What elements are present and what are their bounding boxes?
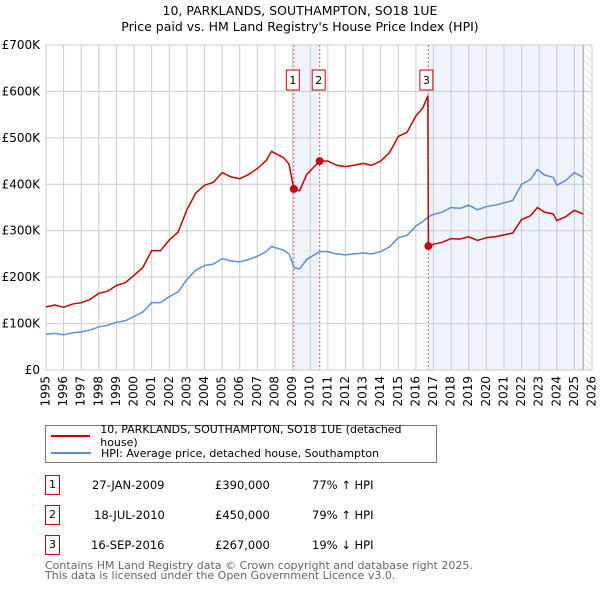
x-tick-label: 2016 [408, 376, 422, 407]
footer-licence: This data is licensed under the Open Gov… [45, 569, 396, 582]
x-tick-label: 2013 [356, 376, 370, 407]
legend-label-hpi: HPI: Average price, detached house, Sout… [101, 446, 380, 460]
x-tick-label: 2009 [285, 376, 299, 407]
x-tick-label: 2025 [567, 376, 581, 407]
x-tick-label: 2015 [391, 376, 405, 407]
sale-price: £267,000 [215, 538, 270, 552]
x-tick-label: 2004 [197, 376, 211, 407]
x-tick-label: 1999 [109, 376, 123, 407]
legend: 10, PARKLANDS, SOUTHAMPTON, SO18 1UE (de… [45, 423, 437, 463]
sale-point [315, 157, 324, 166]
legend-swatch-price [51, 435, 91, 437]
sale-point [424, 242, 433, 251]
x-tick-label: 2026 [585, 376, 599, 407]
sale-point [289, 184, 298, 193]
x-tick-label: 2002 [162, 376, 176, 407]
x-tick-label: 2019 [461, 376, 475, 407]
x-tick-label: 2008 [267, 376, 281, 407]
x-tick-label: 1998 [91, 376, 105, 407]
sale-price: £390,000 [215, 478, 270, 492]
forecast-hatch [583, 45, 592, 370]
x-tick-label: 1995 [39, 376, 53, 407]
legend-swatch-hpi [51, 452, 91, 454]
x-tick-label: 2023 [532, 376, 546, 407]
chart-subtitle: Price paid vs. HM Land Registry's House … [121, 19, 479, 34]
series-line-hpi [45, 168, 584, 336]
y-tick-label: £500K [2, 131, 42, 145]
x-tick-label: 2017 [426, 376, 440, 407]
sale-marker-box [285, 69, 300, 91]
x-tick-label: 2021 [496, 376, 510, 407]
series-line-price [45, 95, 584, 309]
x-tick-label: 2000 [127, 376, 141, 407]
y-tick-label: £200K [2, 270, 42, 284]
x-tick-label: 2011 [320, 376, 334, 407]
x-tick-label: 1997 [74, 376, 88, 407]
sale-marker-label: 3 [423, 74, 430, 87]
sale-marker-box [311, 69, 326, 91]
plot-frame [45, 44, 593, 371]
x-tick-label: 2022 [514, 376, 528, 407]
sale-marker-label: 3 [45, 535, 60, 555]
footer-copyright: Contains HM Land Registry data © Crown c… [45, 559, 473, 572]
y-tick-label: £100K [2, 317, 42, 331]
price-chart: 1995 1996 1997 1998 1999 2000 2001 2002 2003 2004… [2, 38, 599, 407]
x-tick-label: 1996 [56, 376, 70, 407]
sale-date: 27-JAN-2009 [92, 478, 165, 492]
sale-hpi-diff: 77% ↑ HPI [312, 478, 374, 492]
x-tick-label: 2012 [338, 376, 352, 407]
x-tick-label: 2006 [232, 376, 246, 407]
sale-date: 18-JUL-2010 [94, 508, 165, 522]
legend-label-price: 10, PARKLANDS, SOUTHAMPTON, SO18 1UE (de… [100, 423, 402, 449]
y-tick-label: £300K [2, 224, 42, 238]
x-tick-label: 2001 [144, 376, 158, 407]
chart-title: 10, PARKLANDS, SOUTHAMPTON, SO18 1UE [162, 3, 438, 18]
sale-hpi-diff: 79% ↑ HPI [312, 508, 374, 522]
y-tick-label: £400K [2, 177, 42, 191]
shaded-range [293, 45, 320, 370]
x-tick-label: 2010 [303, 376, 317, 407]
y-tick-label: £600K [2, 84, 42, 98]
sale-date: 16-SEP-2016 [91, 538, 165, 552]
sale-price: £450,000 [215, 508, 270, 522]
sale-marker-label: 2 [45, 505, 60, 525]
x-tick-label: 2003 [179, 376, 193, 407]
x-tick-label: 2018 [444, 376, 458, 407]
sale-marker-label: 1 [289, 74, 296, 87]
sale-hpi-diff: 19% ↓ HPI [312, 538, 374, 552]
y-tick-label: £0 [25, 363, 40, 377]
x-tick-label: 2024 [549, 376, 563, 407]
x-tick-label: 2007 [250, 376, 264, 407]
y-tick-label: £700K [2, 38, 42, 52]
sale-marker-box [419, 69, 434, 91]
x-tick-label: 2020 [479, 376, 493, 407]
x-tick-label: 2014 [373, 376, 387, 407]
x-tick-label: 2005 [215, 376, 229, 407]
sale-marker-label: 2 [315, 74, 322, 87]
sale-marker-label: 1 [45, 475, 60, 495]
